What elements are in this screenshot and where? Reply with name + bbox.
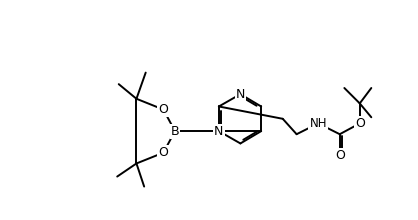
Text: NH: NH [309,117,327,130]
Text: O: O [335,149,345,162]
Text: O: O [158,146,168,159]
Text: B: B [171,125,179,138]
Text: N: N [214,125,224,138]
Text: N: N [236,88,245,101]
Text: O: O [355,117,364,130]
Text: O: O [158,103,168,116]
